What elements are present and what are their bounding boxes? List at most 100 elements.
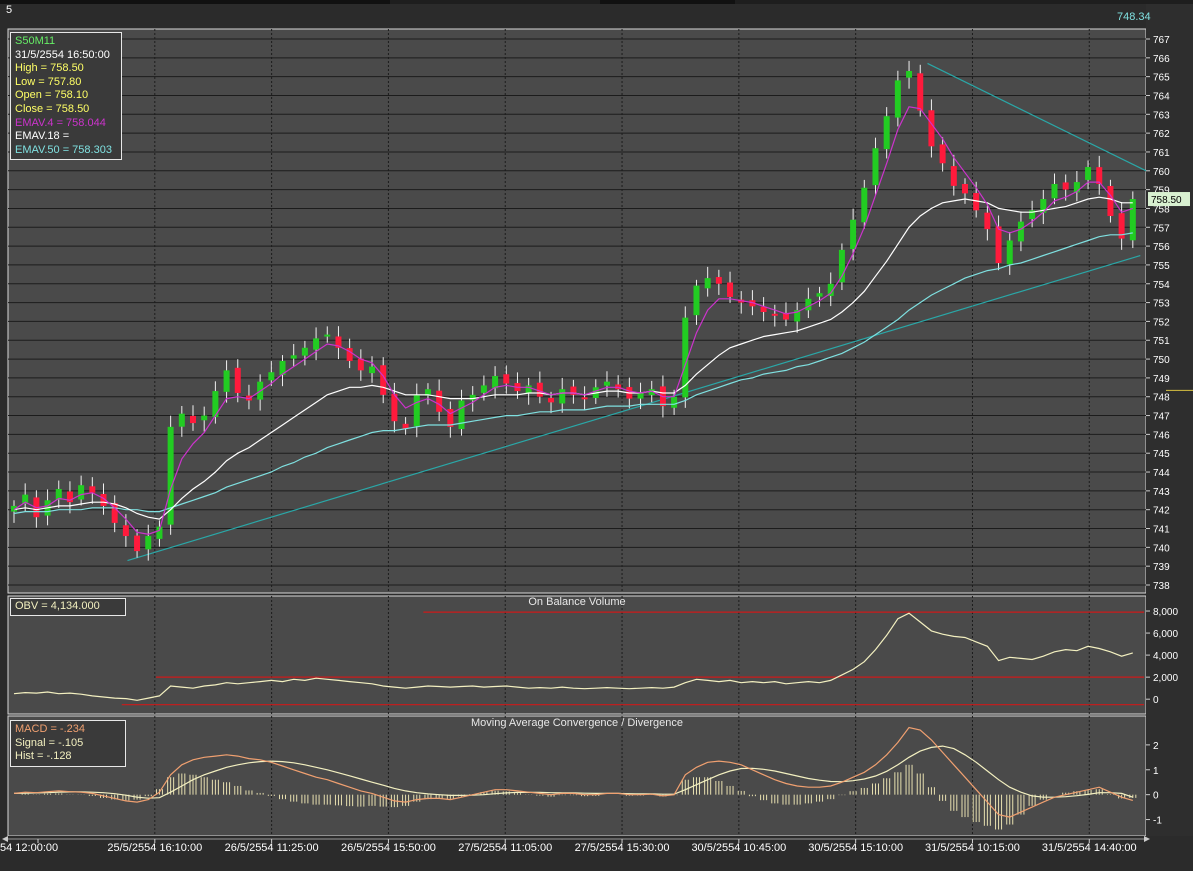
up-candle	[156, 526, 163, 539]
info-emav18: EMAV.18 =	[15, 130, 70, 143]
down-candle	[1107, 185, 1114, 216]
down-candle	[1062, 182, 1069, 190]
down-candle	[536, 382, 543, 397]
up-candle	[279, 360, 286, 376]
macd-tick-label: 1	[1153, 766, 1159, 777]
up-candle	[603, 381, 610, 386]
up-candle	[1017, 221, 1024, 242]
up-candle	[424, 389, 431, 396]
hist-value: Hist = -.128	[15, 750, 72, 763]
up-candle	[1085, 167, 1092, 180]
down-candle	[111, 503, 118, 523]
down-candle	[749, 300, 756, 307]
price-tick-label: 752	[1153, 317, 1170, 328]
x-tick-label: 31/5/2554 14:40:00	[1042, 842, 1137, 854]
up-candle	[145, 536, 152, 550]
up-candle	[313, 338, 320, 350]
macd-title: Moving Average Convergence / Divergence	[471, 717, 683, 729]
up-candle	[637, 392, 644, 399]
x-tick-label: 54 12:00:00	[0, 842, 58, 854]
down-candle	[447, 409, 454, 427]
up-candle	[223, 370, 230, 392]
up-candle	[704, 278, 711, 289]
up-candle	[413, 394, 420, 427]
info-close: Close = 758.50	[15, 102, 90, 115]
down-candle	[346, 348, 353, 361]
up-candle	[11, 505, 17, 512]
down-candle	[89, 486, 96, 493]
down-candle	[402, 423, 409, 429]
up-candle	[794, 310, 801, 322]
up-candle	[682, 317, 689, 398]
info-open: Open = 758.10	[15, 89, 89, 102]
up-candle	[894, 80, 901, 118]
up-candle	[469, 394, 476, 401]
up-candle	[458, 400, 465, 430]
down-candle	[984, 212, 991, 230]
obv-tick-label: 8,000	[1153, 607, 1178, 618]
price-tick-label: 766	[1153, 54, 1170, 65]
macd-panel	[8, 716, 1146, 836]
up-candle	[178, 413, 185, 427]
ema50-line	[13, 232, 1133, 515]
up-candle	[838, 249, 845, 283]
price-tick-label: 755	[1153, 261, 1170, 272]
price-tick-label: 746	[1153, 430, 1170, 441]
down-candle	[939, 144, 946, 164]
up-candle	[369, 366, 376, 374]
down-candle	[134, 535, 141, 552]
price-tick-label: 760	[1153, 167, 1170, 178]
info-emav4: EMAV.4 = 758.044	[15, 116, 106, 129]
up-candle	[78, 485, 85, 500]
down-candle	[760, 306, 767, 312]
price-tick-label: 743	[1153, 487, 1170, 498]
macd-tick-label: -1	[1153, 816, 1162, 827]
up-candle	[827, 283, 834, 296]
down-candle	[917, 73, 924, 111]
obv-info-box: OBV = 4,134.000	[10, 598, 126, 616]
top-toolbar-strip	[0, 0, 1193, 4]
up-candle	[648, 389, 655, 396]
macd-value: MACD = -.234	[15, 723, 85, 735]
y-axis-strip	[1146, 4, 1193, 840]
last-price-label: 758.50	[1151, 195, 1182, 206]
down-candle	[380, 365, 387, 395]
down-candle	[122, 525, 129, 537]
down-candle	[570, 386, 577, 395]
down-candle	[335, 336, 342, 348]
up-candle	[1129, 199, 1136, 241]
up-candle	[22, 494, 29, 504]
up-candle	[301, 347, 308, 356]
price-tick-label: 751	[1153, 336, 1170, 347]
x-tick-label: 27/5/2554 15:30:00	[575, 842, 670, 854]
obv-tick-label: 6,000	[1153, 629, 1178, 640]
down-candle	[436, 390, 443, 412]
down-candle	[1118, 213, 1125, 239]
last-price-tag	[1148, 192, 1190, 207]
scroll-right-arrow	[1144, 836, 1150, 842]
macd-tick-label: 2	[1153, 741, 1159, 752]
price-tick-label: 763	[1153, 110, 1170, 121]
down-candle	[234, 367, 241, 393]
x-tick-label: 30/5/2554 10:45:00	[691, 842, 786, 854]
down-candle	[66, 491, 73, 503]
up-candle	[167, 426, 174, 525]
x-axis-strip	[0, 836, 1193, 871]
macd-info-box: MACD = -.234 Signal = -.105 Hist = -.128	[10, 720, 126, 767]
down-candle	[961, 183, 968, 194]
up-candle	[1051, 183, 1058, 199]
price-tick-label: 764	[1153, 91, 1170, 102]
obv-tick-label: 0	[1153, 695, 1159, 706]
price-tick-label: 748	[1153, 393, 1170, 404]
price-info-box: S50M11 31/5/2554 16:50:00 High = 758.50 …	[10, 32, 122, 161]
obv-value: OBV = 4,134.000	[15, 600, 100, 612]
x-tick-label: 27/5/2554 11:05:00	[458, 842, 552, 854]
down-candle	[503, 374, 510, 384]
up-candle	[872, 148, 879, 186]
up-candle	[268, 372, 275, 381]
info-symbol: S50M11	[15, 35, 56, 47]
price-tick-label: 757	[1153, 223, 1170, 234]
up-candle	[492, 376, 499, 389]
up-candle	[850, 219, 857, 250]
